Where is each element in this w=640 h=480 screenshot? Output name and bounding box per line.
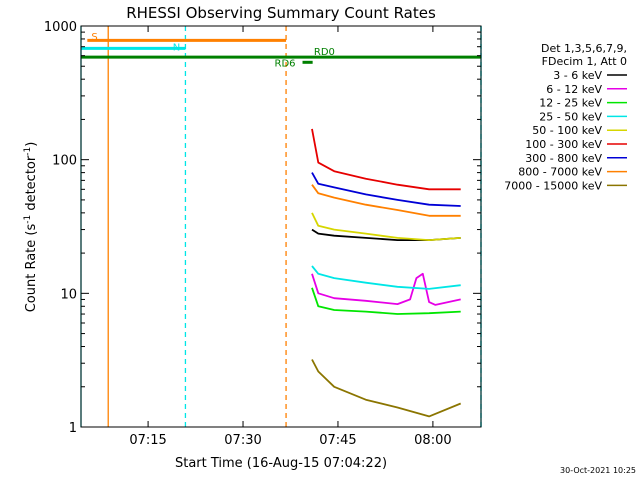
legend-header-0: Det 1,3,5,6,7,9,	[541, 42, 627, 55]
series-line-4	[311, 212, 461, 241]
legend-label-1: 6 - 12 keV	[546, 83, 602, 96]
x-tick-label-1: 07:30	[224, 433, 261, 448]
series-line-3	[311, 265, 461, 290]
chart-title: RHESSI Observing Summary Count Rates	[126, 4, 436, 22]
x-axis-label: Start Time (16-Aug-15 07:04:22)	[175, 456, 387, 471]
series-line-7	[311, 184, 461, 217]
legend-label-4: 50 - 100 keV	[532, 124, 602, 137]
y-tick-label-1: 10	[60, 287, 77, 302]
series-layer	[311, 128, 462, 418]
status-bar-label-6: RD6	[275, 58, 296, 69]
x-tick-label-2: 07:45	[319, 433, 356, 448]
y-axis: 1 10 100 1000	[44, 20, 481, 436]
legend: Det 1,3,5,6,7,9,FDecim 1, Att 03 - 6 keV…	[504, 42, 627, 192]
legend-label-6: 300 - 800 keV	[525, 152, 602, 165]
footer-date: 30-Oct-2021 10:25	[560, 466, 636, 475]
x-tick-label-0: 07:15	[129, 433, 166, 448]
x-tick-label-3: 08:00	[414, 433, 451, 448]
series-line-0	[311, 228, 461, 241]
legend-label-2: 12 - 25 keV	[539, 97, 602, 110]
y-tick-label-0: 1	[69, 421, 77, 436]
series-line-2	[311, 287, 461, 315]
y-axis-label: Count Rate (s-1 detector-1)	[23, 142, 39, 313]
series-line-8	[311, 359, 462, 418]
y-tick-label-3: 1000	[44, 20, 77, 35]
legend-header-1: FDecim 1, Att 0	[542, 55, 627, 68]
legend-label-8: 7000 - 15000 keV	[504, 179, 602, 192]
status-bar-label-3: RD0	[314, 47, 335, 58]
status-bar-label-0: S	[91, 32, 97, 43]
legend-label-0: 3 - 6 keV	[553, 69, 602, 82]
annotation-layer: S N RD0 RD6	[80, 26, 482, 427]
series-line-1	[311, 272, 461, 306]
x-axis: 07:15 07:30 07:45 08:00	[129, 26, 452, 448]
status-bar-label-1: N	[173, 42, 180, 53]
plot-frame	[80, 25, 482, 428]
y-tick-label-2: 100	[52, 154, 77, 169]
legend-label-7: 800 - 7000 keV	[518, 166, 602, 179]
series-line-5	[311, 128, 461, 191]
series-line-6	[311, 172, 461, 207]
legend-label-5: 100 - 300 keV	[525, 138, 602, 151]
legend-label-3: 25 - 50 keV	[539, 110, 602, 123]
